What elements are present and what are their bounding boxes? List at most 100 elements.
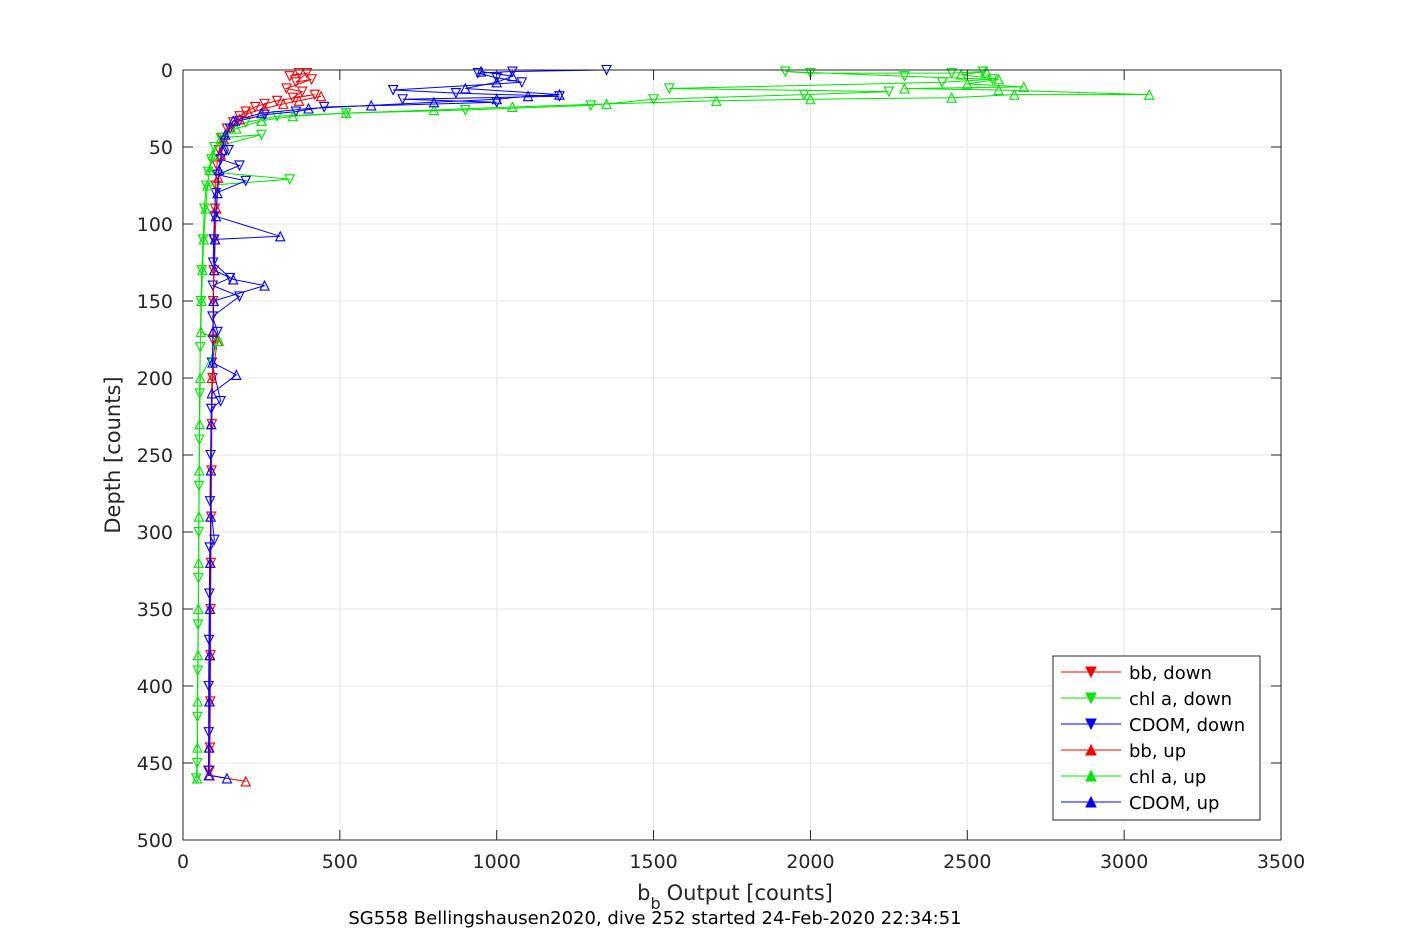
data-point — [277, 98, 289, 109]
data-point — [207, 311, 218, 323]
data-point — [203, 588, 215, 600]
data-point — [281, 83, 292, 95]
data-point — [196, 265, 208, 276]
data-point — [805, 93, 816, 105]
data-point — [206, 387, 218, 399]
data-point — [256, 129, 267, 141]
data-point — [259, 98, 270, 110]
data-point — [204, 164, 216, 176]
data-point — [204, 542, 216, 554]
data-point — [472, 68, 484, 79]
data-point — [986, 74, 998, 85]
data-point — [205, 603, 216, 615]
data-point — [663, 83, 675, 95]
data-point — [290, 77, 302, 89]
data-series — [190, 64, 1155, 787]
legend-label: CDOM, down — [1129, 715, 1245, 736]
data-point — [230, 122, 242, 134]
data-point — [221, 772, 233, 784]
data-point — [936, 77, 948, 89]
data-point — [205, 557, 217, 569]
data-point — [205, 418, 217, 430]
data-point — [249, 101, 261, 113]
data-point — [234, 160, 245, 172]
data-point — [287, 92, 299, 104]
y-tick-label: 450 — [137, 753, 173, 775]
data-point — [218, 135, 230, 147]
data-point — [798, 89, 810, 101]
data-point — [274, 230, 286, 242]
data-point — [204, 557, 216, 568]
data-point — [208, 534, 220, 546]
data-point — [204, 649, 216, 661]
data-point — [318, 101, 330, 113]
y-tick-label: 200 — [137, 368, 173, 390]
data-point — [197, 264, 208, 276]
legend-item: bb, up — [1061, 741, 1186, 762]
data-point — [192, 649, 204, 661]
legend-marker — [1085, 718, 1097, 731]
data-point — [301, 68, 313, 79]
data-point — [203, 634, 215, 646]
data-point — [208, 295, 220, 307]
x-tick-label: 2000 — [786, 851, 834, 873]
data-point — [230, 369, 242, 380]
data-point — [193, 510, 205, 522]
legend-label: CDOM, up — [1129, 793, 1219, 814]
legend-item: CDOM, down — [1061, 715, 1245, 736]
data-point — [710, 95, 722, 106]
data-point — [365, 99, 377, 111]
data-point — [805, 68, 816, 79]
data-point — [585, 100, 597, 112]
data-point — [290, 106, 302, 118]
data-point — [202, 179, 213, 191]
data-point — [198, 203, 210, 215]
data-point — [259, 279, 270, 291]
data-point — [203, 680, 215, 692]
data-point — [227, 273, 239, 285]
data-point — [203, 741, 215, 753]
data-point — [203, 695, 215, 707]
data-point — [192, 695, 204, 707]
data-point — [993, 73, 1005, 85]
data-point — [1143, 88, 1155, 100]
data-point — [202, 166, 214, 178]
x-axis-label: bb Output [counts] — [637, 881, 833, 913]
legend-item: chl a, down — [1061, 689, 1232, 710]
y-tick-label: 0 — [161, 60, 173, 82]
data-point — [205, 510, 216, 522]
data-point — [428, 96, 440, 108]
data-point — [507, 101, 518, 113]
legend-marker — [1085, 692, 1097, 705]
series-line — [209, 72, 315, 771]
data-point — [259, 109, 270, 121]
data-point — [194, 418, 206, 430]
data-point — [200, 202, 211, 214]
data-point — [193, 557, 205, 568]
data-point — [1018, 81, 1030, 92]
legend-marker — [1085, 795, 1097, 808]
series-line — [208, 71, 560, 779]
data-point — [946, 91, 957, 103]
data-point — [194, 342, 206, 353]
data-point — [212, 187, 223, 199]
data-point — [296, 86, 308, 98]
y-tick-label: 350 — [137, 599, 173, 621]
data-point — [195, 295, 207, 307]
data-point — [883, 86, 895, 98]
data-point — [206, 465, 217, 477]
data-point — [601, 98, 612, 109]
legend-item: CDOM, up — [1061, 793, 1219, 814]
legend-label: chl a, down — [1129, 689, 1232, 710]
data-point — [203, 769, 215, 781]
data-point — [210, 210, 222, 222]
y-axis-label: Depth [counts] — [101, 376, 125, 533]
data-point — [215, 396, 227, 407]
data-point — [216, 144, 228, 156]
y-tick-label: 100 — [137, 214, 173, 236]
data-point — [475, 65, 487, 77]
data-point — [899, 71, 910, 82]
x-tick-label: 3500 — [1257, 851, 1305, 873]
data-point — [303, 102, 314, 114]
data-point — [522, 90, 534, 102]
